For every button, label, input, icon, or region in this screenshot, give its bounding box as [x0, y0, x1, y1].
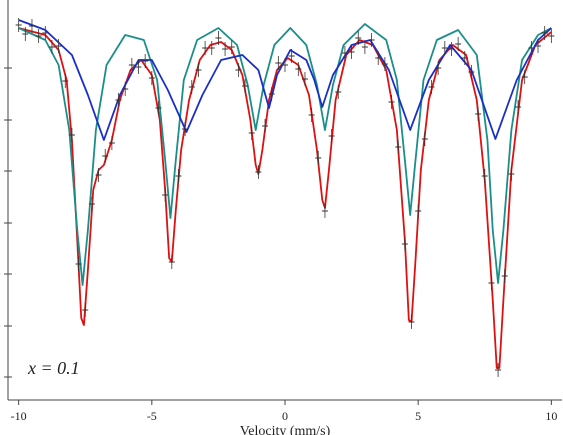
- fit-line: [18, 23, 552, 286]
- x-tick-label: 10: [545, 409, 557, 423]
- x-tick-label: -10: [11, 409, 27, 423]
- x-axis-label: Velocity (mm/s): [240, 424, 331, 435]
- annotation: x = 0.1: [27, 358, 80, 378]
- fit-line: [18, 27, 552, 369]
- x-tick-label: 0: [282, 409, 288, 423]
- x-tick-label: -5: [147, 409, 157, 423]
- x-tick-label: 5: [415, 409, 421, 423]
